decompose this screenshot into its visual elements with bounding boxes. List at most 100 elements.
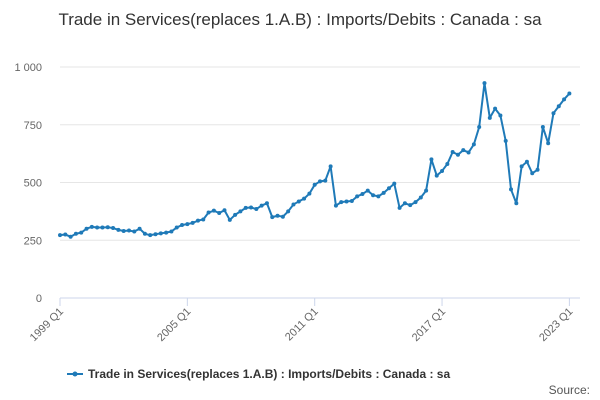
data-point xyxy=(344,199,349,204)
data-point xyxy=(402,201,407,206)
data-point xyxy=(461,148,466,153)
x-tick-label: 2017 Q1 xyxy=(410,306,448,344)
data-point xyxy=(95,225,100,230)
data-point xyxy=(73,231,78,236)
data-point xyxy=(429,157,434,162)
series-layer xyxy=(58,81,572,239)
data-point xyxy=(158,231,163,236)
data-point xyxy=(318,179,322,184)
data-point xyxy=(79,230,84,235)
data-point xyxy=(455,152,460,157)
data-point xyxy=(227,217,232,222)
data-point xyxy=(180,223,185,227)
data-point xyxy=(238,209,243,214)
data-point xyxy=(280,214,285,219)
data-point xyxy=(142,231,147,236)
legend-marker-swatch xyxy=(72,371,78,377)
y-tick-label: 0 xyxy=(36,293,42,305)
source-label: Source: xyxy=(549,383,590,397)
data-point xyxy=(174,225,179,230)
data-point xyxy=(264,201,269,206)
data-point xyxy=(105,225,110,230)
data-point xyxy=(424,188,429,193)
data-point xyxy=(148,233,153,238)
data-point xyxy=(556,104,561,109)
data-point xyxy=(360,192,365,197)
data-point xyxy=(487,115,492,120)
data-point xyxy=(519,164,524,169)
data-point xyxy=(546,141,551,146)
data-point xyxy=(482,81,487,86)
data-point xyxy=(509,187,514,192)
data-point xyxy=(365,188,370,193)
data-point xyxy=(477,125,482,130)
data-point xyxy=(259,203,264,208)
data-point xyxy=(535,167,540,172)
chart-title: Trade in Services(replaces 1.A.B) : Impo… xyxy=(58,10,542,29)
data-point xyxy=(503,138,508,143)
data-point xyxy=(339,200,344,205)
data-point xyxy=(397,205,402,210)
x-tick-label: 2011 Q1 xyxy=(283,306,321,344)
data-point xyxy=(514,201,519,206)
data-point xyxy=(243,205,248,210)
data-point xyxy=(116,227,121,232)
data-point xyxy=(254,207,259,212)
data-point xyxy=(89,224,94,229)
legend[interactable]: Trade in Services(replaces 1.A.B) : Impo… xyxy=(67,367,450,381)
y-tick-label: 500 xyxy=(24,178,42,190)
data-point xyxy=(440,168,445,173)
data-point xyxy=(153,232,158,237)
data-point xyxy=(307,191,312,196)
data-point xyxy=(355,194,360,199)
data-point xyxy=(222,208,227,213)
data-point xyxy=(291,202,296,207)
data-point xyxy=(328,164,333,169)
data-point xyxy=(233,212,238,217)
legend-label: Trade in Services(replaces 1.A.B) : Impo… xyxy=(88,367,450,381)
data-point xyxy=(551,111,556,116)
data-point xyxy=(434,173,439,178)
data-point xyxy=(540,125,545,130)
data-point xyxy=(450,150,455,155)
data-point xyxy=(562,97,567,102)
data-point xyxy=(445,162,450,167)
data-point xyxy=(275,213,280,218)
data-point xyxy=(137,226,142,231)
data-point xyxy=(498,113,503,118)
data-point xyxy=(84,226,89,231)
data-point xyxy=(296,199,301,204)
data-point xyxy=(371,193,376,198)
data-point xyxy=(211,208,216,213)
data-point xyxy=(190,220,195,225)
data-point xyxy=(63,232,68,237)
data-point xyxy=(121,229,126,234)
data-point xyxy=(302,196,307,201)
data-point xyxy=(111,226,116,231)
data-point xyxy=(333,203,338,208)
data-point xyxy=(524,159,529,164)
data-point xyxy=(195,218,200,223)
data-point xyxy=(201,217,206,222)
data-point xyxy=(206,210,211,215)
data-point xyxy=(185,222,190,227)
data-point xyxy=(132,229,137,234)
data-point xyxy=(100,225,105,230)
data-point xyxy=(323,178,328,183)
data-point xyxy=(567,91,572,96)
y-tick-label: 750 xyxy=(24,120,42,132)
y-tick-label: 250 xyxy=(24,235,42,247)
data-point xyxy=(349,198,354,203)
x-tick-label: 2023 Q1 xyxy=(537,306,575,344)
data-point xyxy=(386,186,391,191)
data-point xyxy=(471,142,476,147)
data-point xyxy=(312,182,317,187)
data-point xyxy=(164,230,169,235)
data-point xyxy=(392,181,397,186)
x-tick-label: 1999 Q1 xyxy=(28,306,66,344)
data-point xyxy=(376,194,381,199)
data-point xyxy=(270,215,275,220)
data-point xyxy=(126,228,131,233)
x-tick-label: 2005 Q1 xyxy=(155,306,193,344)
